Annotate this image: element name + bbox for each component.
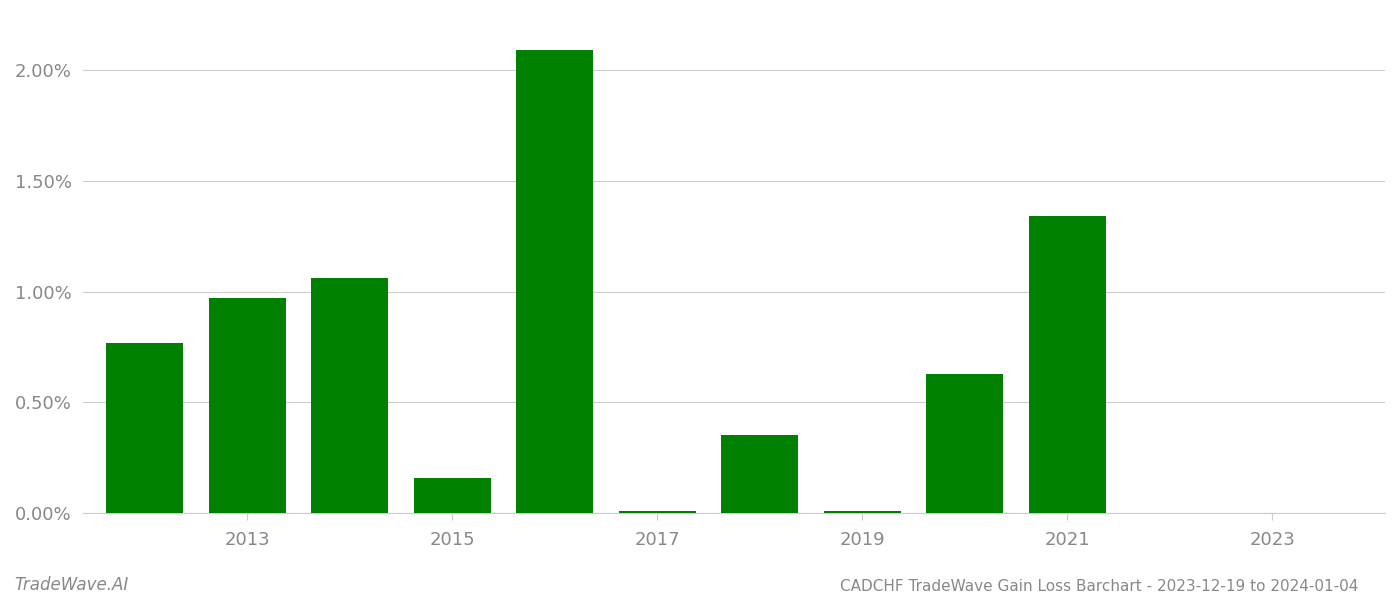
Bar (619, 511, 696, 513)
Bar (721, 436, 798, 513)
Bar (927, 374, 1004, 513)
Bar (414, 478, 490, 513)
Text: CADCHF TradeWave Gain Loss Barchart - 2023-12-19 to 2024-01-04: CADCHF TradeWave Gain Loss Barchart - 20… (840, 579, 1358, 594)
Text: TradeWave.AI: TradeWave.AI (14, 576, 129, 594)
Bar (823, 511, 900, 513)
Bar (1029, 217, 1106, 513)
Bar (209, 298, 286, 513)
Bar (517, 50, 594, 513)
Bar (311, 278, 388, 513)
Bar (106, 343, 183, 513)
